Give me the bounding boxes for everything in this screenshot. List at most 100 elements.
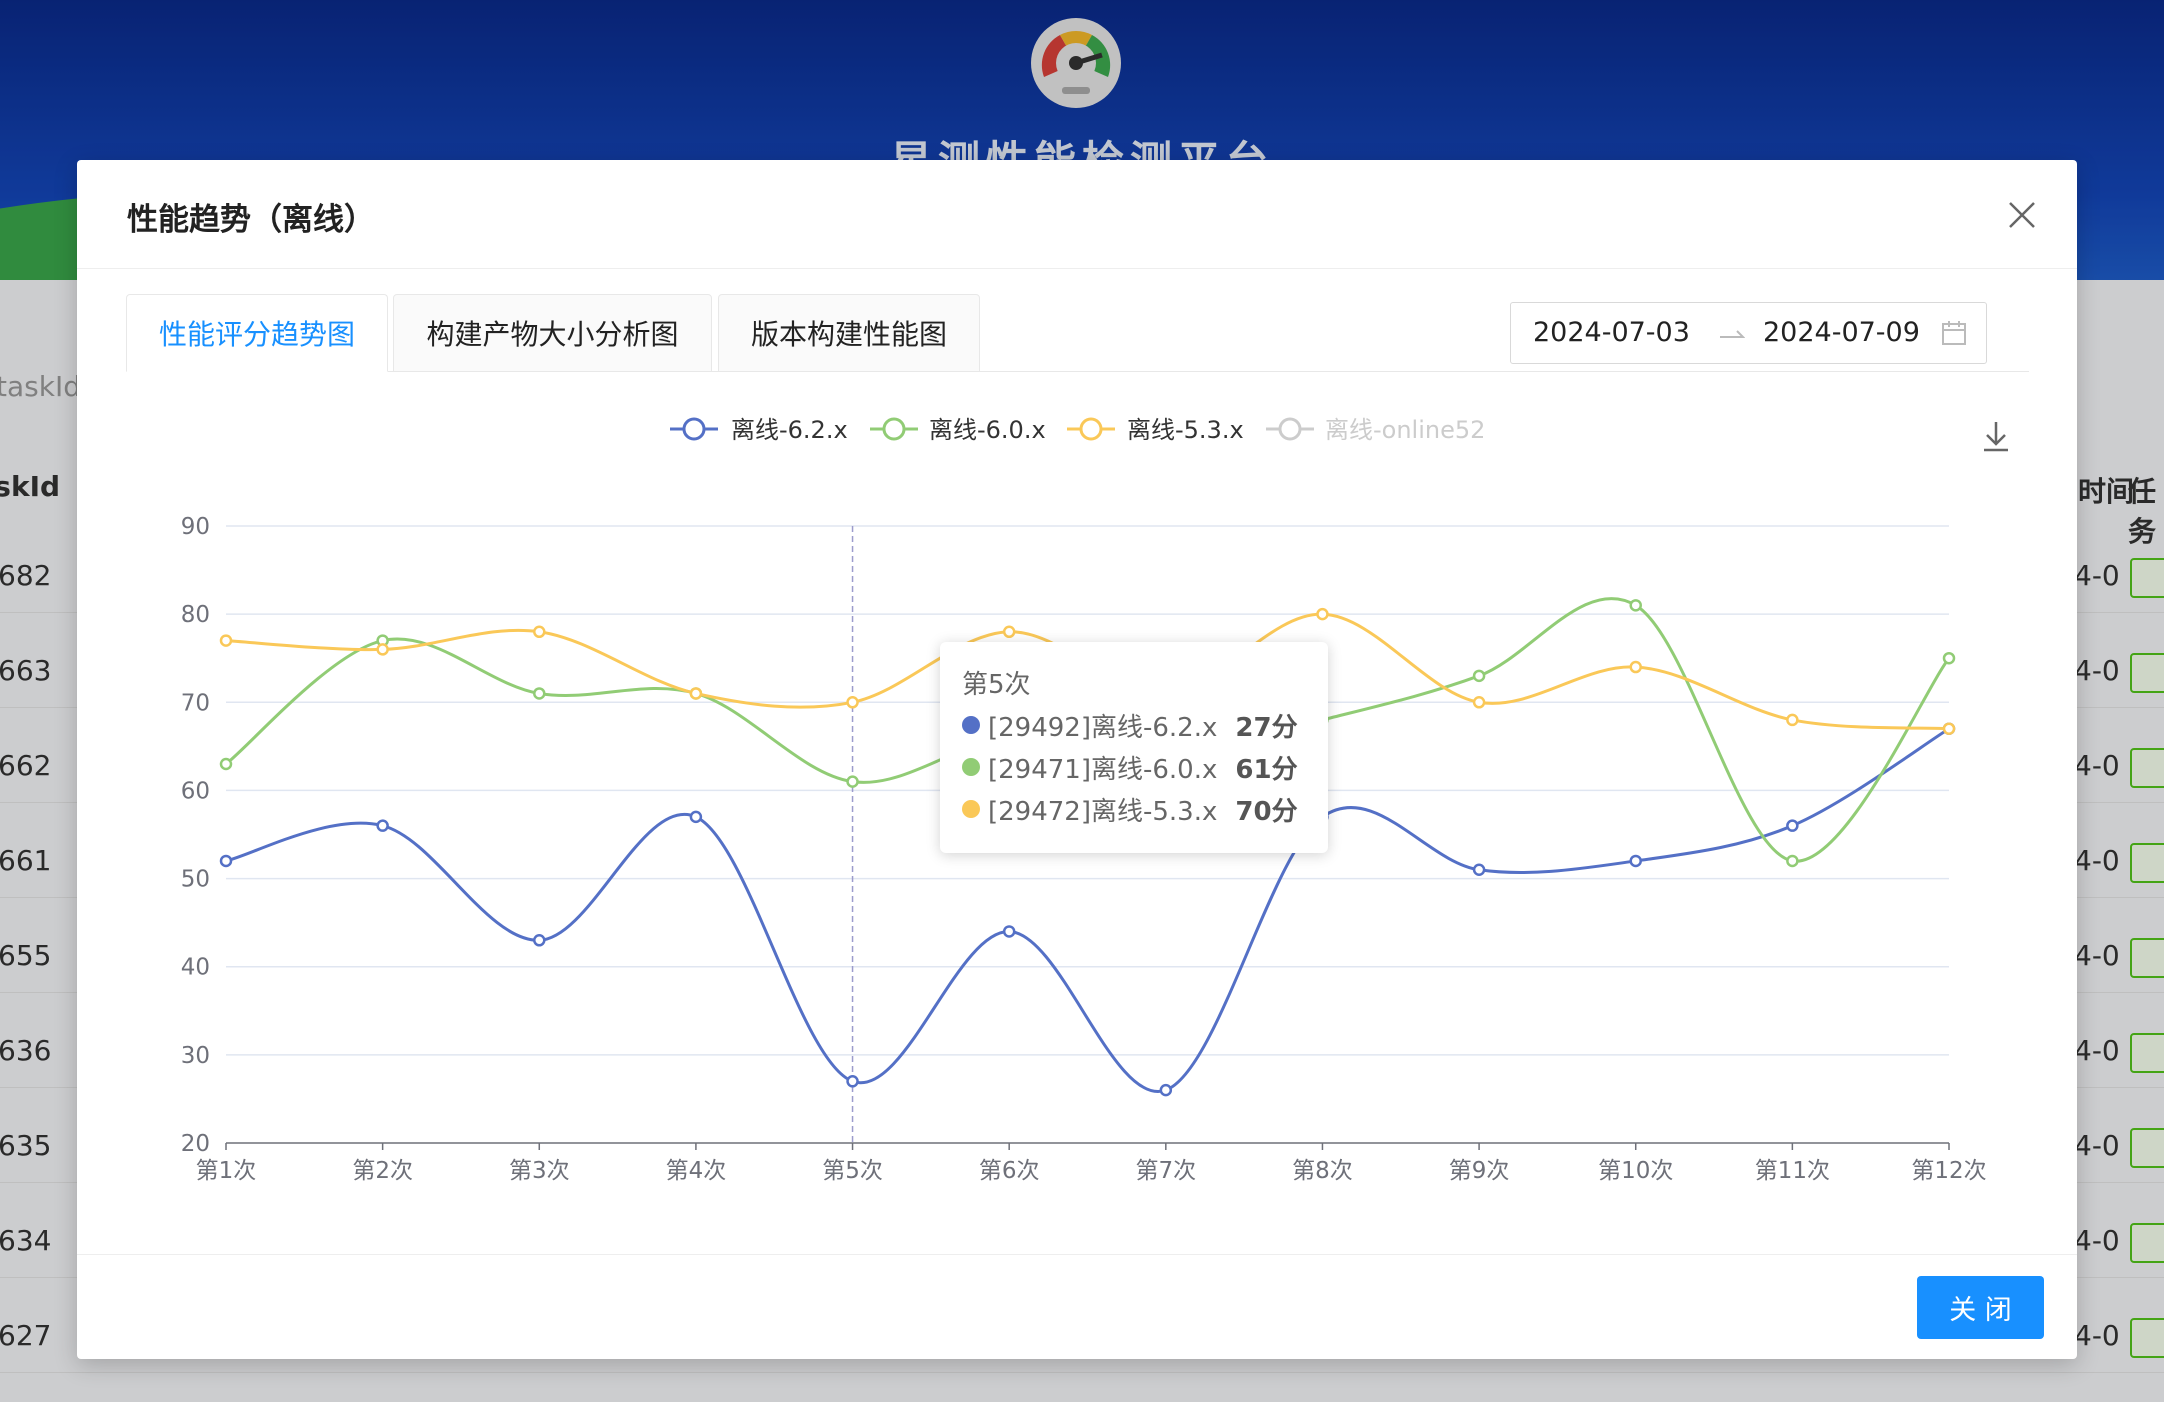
status-icon [2130,1223,2164,1263]
x-tick-label: 第12次 [1911,1158,1986,1184]
time: 4-0 [2074,749,2120,782]
tooltip-dot [962,758,980,776]
x-tick-label: 第8次 [1292,1158,1353,1184]
x-tick-label: 第5次 [822,1158,883,1184]
legend-icon [882,417,906,441]
tooltip-title: 第5次 [962,670,1031,700]
tooltip-label: [29471]离线-6.0.x [988,754,1218,785]
legend-icon [1079,417,1103,441]
tab[interactable]: 版本构建性能图 [718,294,980,372]
y-tick-label: 80 [181,602,210,628]
task-id: 661 [0,844,52,877]
data-point [219,757,233,771]
status-icon [2130,843,2164,883]
legend-label[interactable]: 离线-online52 [1325,416,1485,444]
date-end: 2024-07-09 [1763,317,1920,348]
data-point [1159,1083,1173,1097]
tooltip-value: 61分 [1235,754,1298,785]
data-point [846,775,859,788]
tooltip: 第5次 [29492]离线-6.2.x 27分 [29471]离线-6.0.x 61分… [940,642,1328,853]
data-point [376,819,389,832]
download-icon[interactable] [1984,422,2008,452]
tooltip-dot [962,716,980,734]
y-tick-label: 50 [181,867,210,893]
data-point [1942,651,1956,665]
y-tick-label: 20 [181,1131,210,1157]
task-id: 682 [0,559,52,592]
data-point [1786,713,1799,727]
search-input: taskId [0,370,81,403]
close-button[interactable]: 关 闭 [1917,1276,2044,1339]
data-point [533,934,546,947]
modal: 性能趋势（离线） 2024-07-03 2024-07-09 关 闭 性能评分趋… [77,160,2077,1359]
task-id: 662 [0,749,52,782]
tab[interactable]: 构建产物大小分析图 [393,294,712,372]
task-id: 635 [0,1129,52,1162]
y-tick-label: 30 [181,1043,210,1069]
data-point [1629,599,1642,612]
status-icon [2130,1128,2164,1168]
column-header: taskId [0,470,61,503]
date-start: 2024-07-03 [1533,317,1690,348]
column-header: 时间 [2078,475,2135,508]
column-header: 任务 [2128,475,2157,548]
data-point [1629,660,1642,674]
legend-label[interactable]: 离线-6.2.x [731,416,848,444]
data-point [219,854,233,868]
data-point [1002,625,1016,639]
date-range-picker[interactable]: 2024-07-03 2024-07-09 [1510,302,1987,364]
modal-title: 性能趋势（离线） [127,202,375,238]
time: 4-0 [2074,1224,2120,1257]
time: 4-0 [2074,1319,2120,1352]
tab-line [126,371,2029,372]
time: 4-0 [2074,1034,2120,1067]
status-icon [2130,938,2164,978]
task-id: 627 [0,1319,52,1352]
tooltip-value: 70分 [1235,796,1298,827]
divider [77,268,2077,269]
task-id: 655 [0,939,52,972]
status-icon [2130,653,2164,693]
x-tick-label: 第11次 [1755,1158,1830,1184]
time: 4-0 [2074,654,2120,687]
tooltip-dot [962,800,980,818]
legend-label[interactable]: 离线-5.3.x [1127,416,1244,444]
calendar-icon [1942,321,1966,345]
divider [77,1254,2077,1255]
data-point [1786,819,1799,832]
status-icon [2130,1318,2164,1358]
date-arrow [1720,330,1745,338]
legend-label[interactable]: 离线-6.0.x [929,416,1046,444]
x-tick-label: 第2次 [352,1158,413,1184]
status-icon [2130,1033,2164,1073]
data-point [1942,722,1956,735]
legend-icon [1278,417,1302,441]
data-point [846,696,859,709]
x-tick-label: 第9次 [1449,1158,1510,1184]
data-point [1316,607,1329,621]
y-tick-label: 70 [181,690,210,716]
tooltip-label: [29472]离线-5.3.x [988,796,1218,827]
task-id: 634 [0,1224,52,1257]
data-point [533,687,546,700]
data-point [1472,863,1486,877]
x-tick-label: 第7次 [1135,1158,1196,1184]
data-point [219,634,233,647]
x-tick-label: 第10次 [1598,1158,1673,1184]
close-icon[interactable] [2007,200,2037,230]
x-tick-label: 第3次 [509,1158,570,1184]
data-point [376,643,389,656]
data-point [1472,696,1486,709]
x-tick-label: 第1次 [196,1158,257,1184]
legend-icon [682,417,706,441]
tooltip-row: [29471]离线-6.0.x 61分 [962,746,1306,788]
data-point [689,810,703,824]
data-point [1472,669,1486,683]
table-row-line [0,1372,2164,1373]
tooltip-row: [29472]离线-5.3.x 70分 [962,788,1306,830]
x-tick-label: 第4次 [666,1158,727,1184]
data-point [846,1075,859,1088]
data-point [1002,925,1016,938]
tab[interactable]: 性能评分趋势图 [126,294,388,372]
y-tick-label: 40 [181,955,210,981]
